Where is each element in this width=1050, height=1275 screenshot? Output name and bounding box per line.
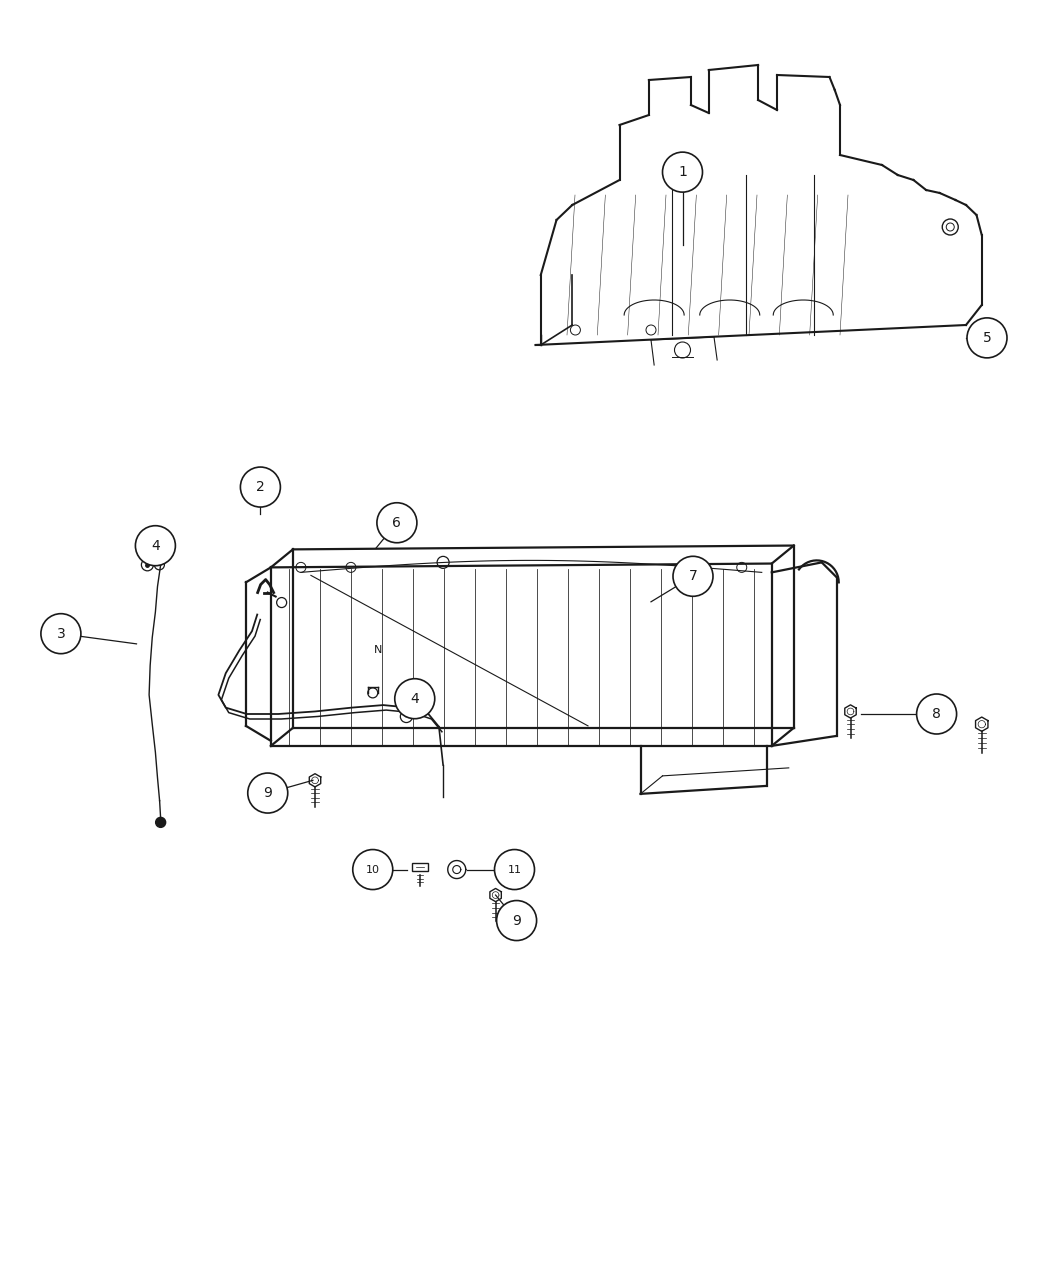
Circle shape [663,152,702,193]
Text: 7: 7 [689,570,697,583]
Text: 5: 5 [983,332,991,344]
Polygon shape [447,861,466,878]
Circle shape [967,317,1007,358]
Polygon shape [310,774,320,787]
Text: N: N [374,645,382,655]
Text: 6: 6 [393,516,401,529]
Text: 9: 9 [264,787,272,799]
Text: 9: 9 [512,914,521,927]
Text: 3: 3 [57,627,65,640]
Text: 1: 1 [678,166,687,178]
Circle shape [353,849,393,890]
Text: 10: 10 [365,864,380,875]
Circle shape [240,467,280,507]
Text: 4: 4 [411,692,419,705]
Circle shape [135,525,175,566]
Polygon shape [845,705,856,718]
Circle shape [673,556,713,597]
Text: 4: 4 [151,539,160,552]
Circle shape [917,694,957,734]
Polygon shape [975,717,988,732]
Circle shape [377,502,417,543]
Circle shape [395,678,435,719]
Circle shape [248,773,288,813]
Circle shape [497,900,537,941]
Text: 2: 2 [256,481,265,493]
Circle shape [495,849,534,890]
Polygon shape [490,889,501,901]
Circle shape [41,613,81,654]
Circle shape [155,817,166,827]
FancyBboxPatch shape [413,863,427,871]
Text: 8: 8 [932,708,941,720]
Text: 11: 11 [507,864,522,875]
